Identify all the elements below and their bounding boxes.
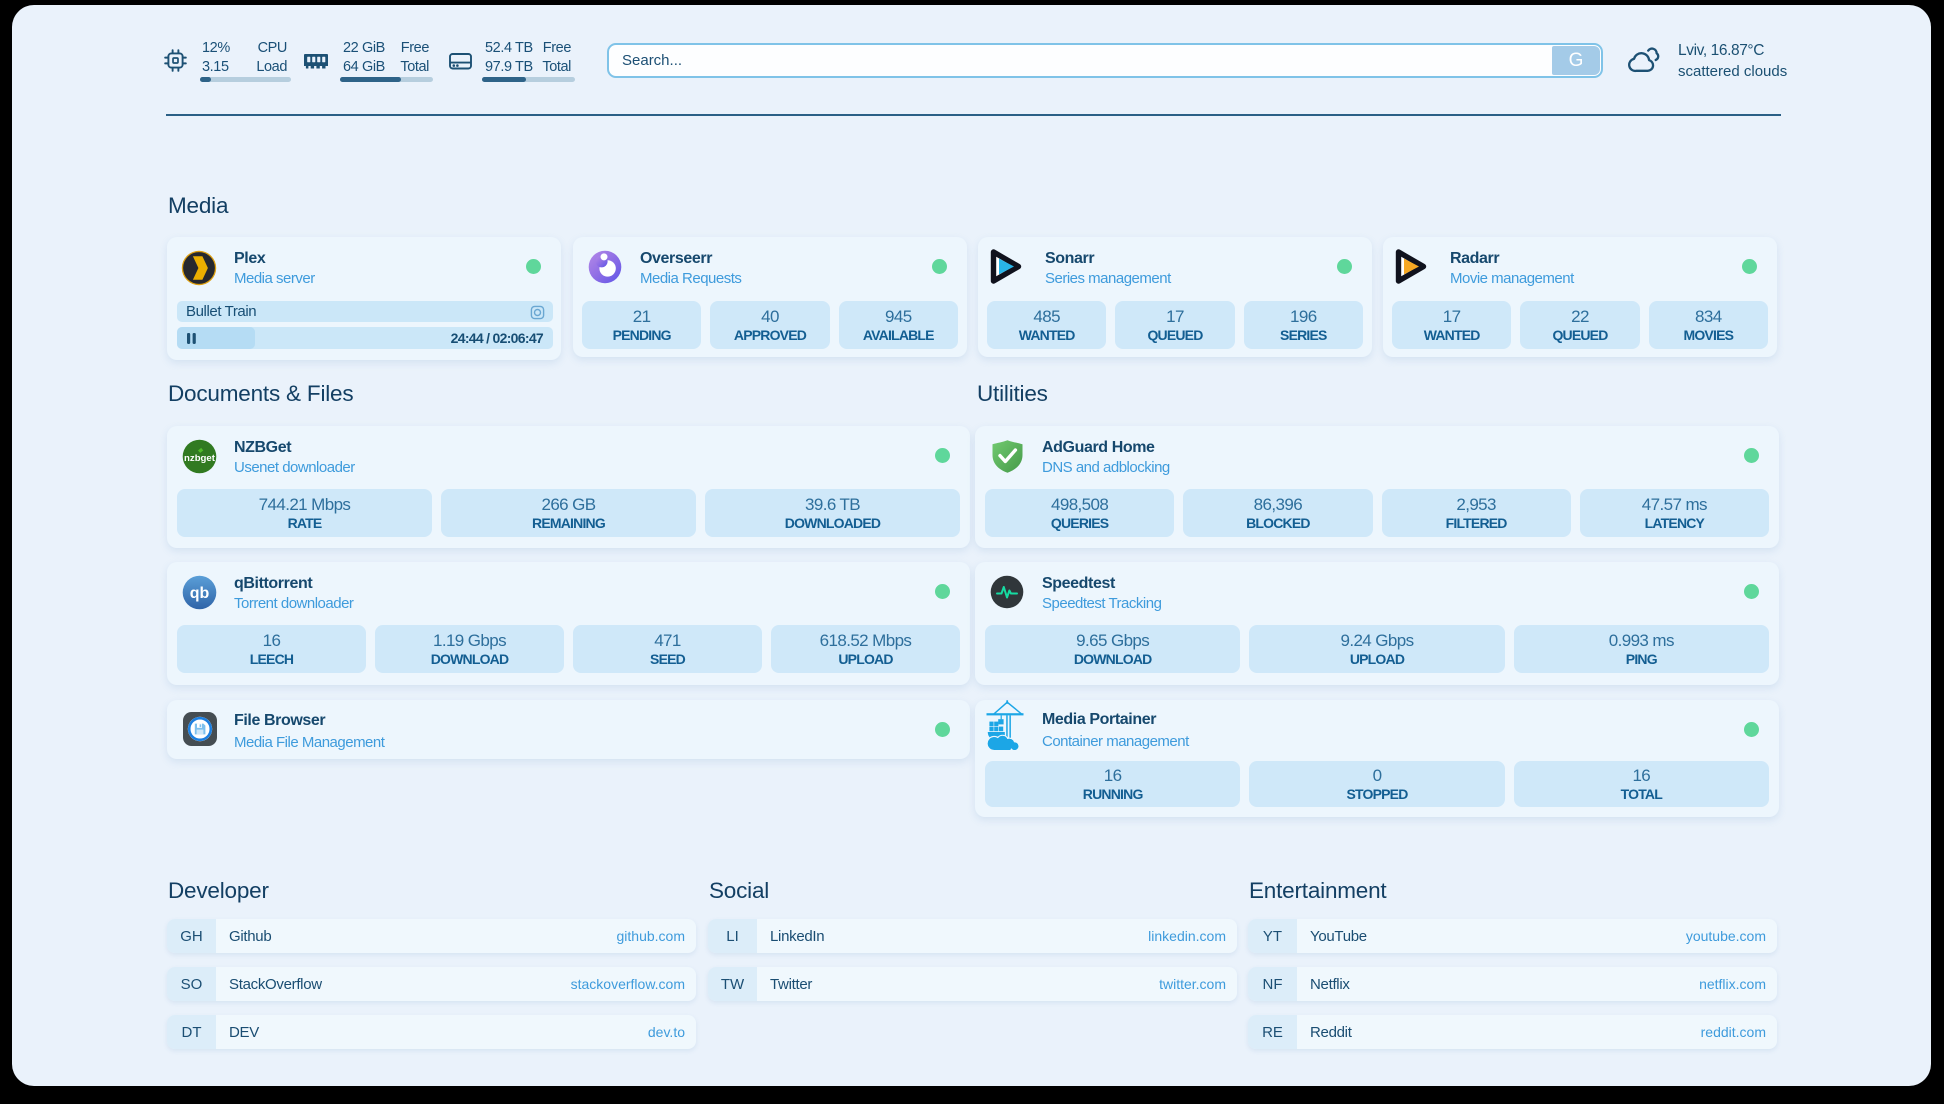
svg-text:nzbget: nzbget bbox=[184, 453, 216, 464]
svg-text:qb: qb bbox=[190, 585, 210, 602]
